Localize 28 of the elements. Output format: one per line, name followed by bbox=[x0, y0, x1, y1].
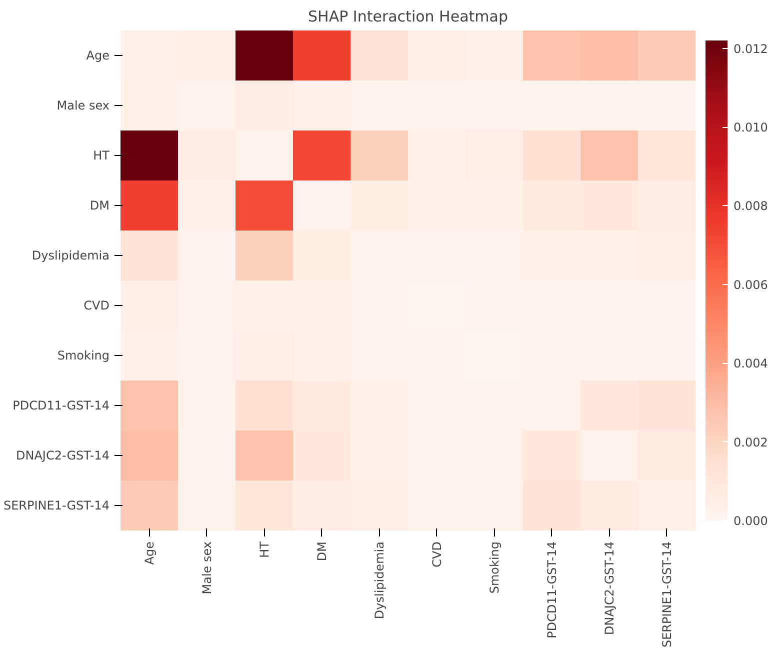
y-tick-label: SERPINE1-GST-14 bbox=[3, 498, 110, 512]
y-tick-label: CVD bbox=[84, 298, 110, 312]
y-tick-label: Dyslipidemia bbox=[32, 248, 110, 262]
color-bar-label: 0.006 bbox=[734, 278, 768, 292]
x-tick-label: Male sex bbox=[200, 542, 214, 594]
x-tick-label: SERPINE1-GST-14 bbox=[660, 541, 674, 648]
color-bar-label: 0.012 bbox=[734, 42, 768, 56]
chart-title: SHAP Interaction Heatmap bbox=[308, 8, 508, 26]
color-bar-label: 0.000 bbox=[734, 514, 768, 528]
color-bar-label: 0.008 bbox=[734, 199, 768, 214]
color-bar-label: 0.002 bbox=[734, 435, 768, 450]
y-tick-label: DM bbox=[90, 198, 110, 212]
y-tick-label: Smoking bbox=[57, 348, 110, 362]
y-tick-label: Male sex bbox=[56, 98, 110, 112]
color-bar-label: 0.004 bbox=[734, 356, 768, 371]
y-tick-label: Age bbox=[86, 48, 110, 62]
x-tick-label: Smoking bbox=[487, 542, 502, 594]
y-tick-label: DNAJC2-GST-14 bbox=[16, 448, 110, 462]
color-bar-label: 0.010 bbox=[734, 120, 768, 135]
y-tick-label: PDCD11-GST-14 bbox=[12, 398, 110, 412]
x-tick-label: PDCD11-GST-14 bbox=[544, 541, 559, 638]
x-tick-label: Age bbox=[142, 541, 156, 565]
y-tick-label: HT bbox=[93, 148, 110, 162]
x-tick-label: DM bbox=[314, 542, 329, 562]
x-tick-label: Dyslipidemia bbox=[372, 541, 386, 620]
x-tick-label: HT bbox=[257, 540, 272, 558]
x-tick-label: CVD bbox=[430, 542, 444, 568]
x-tick-label: DNAJC2-GST-14 bbox=[602, 541, 616, 635]
